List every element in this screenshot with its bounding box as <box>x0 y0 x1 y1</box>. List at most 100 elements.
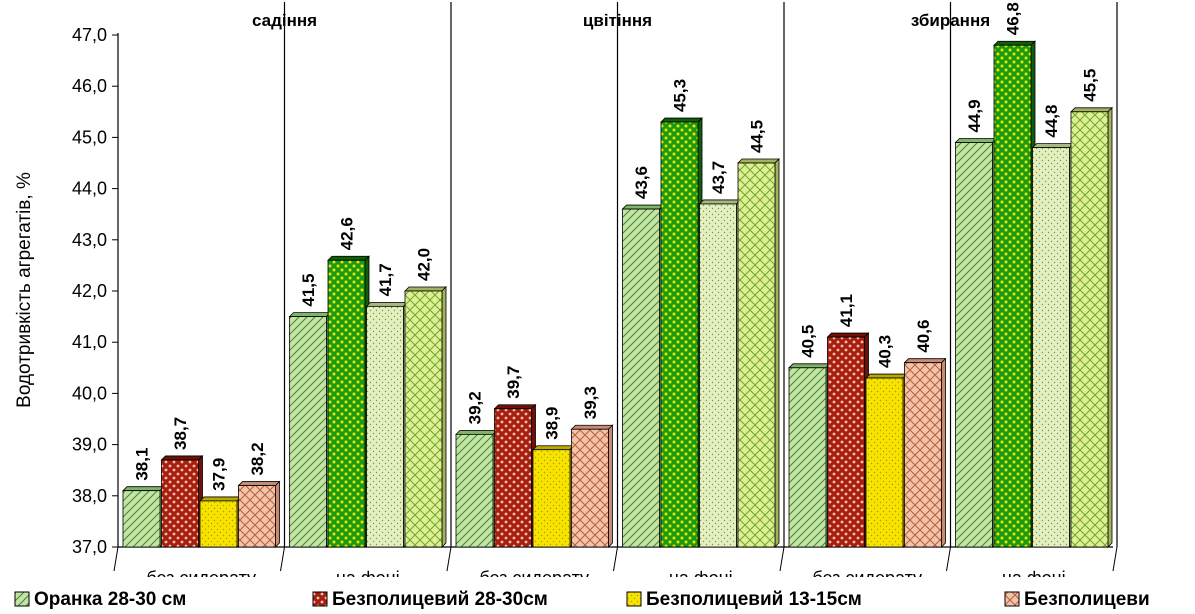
legend-entry: Безполицевий 28-30см <box>332 589 548 610</box>
x-tick-mark <box>946 546 951 572</box>
data-label: 42,0 <box>415 248 434 281</box>
bar-top <box>903 358 947 364</box>
phase-label: садіння <box>252 11 317 30</box>
bar-top <box>160 455 204 461</box>
bar <box>737 162 776 548</box>
bar <box>571 428 609 548</box>
bar-top <box>1031 143 1075 149</box>
data-label: 42,6 <box>338 217 357 250</box>
bar-side <box>608 424 613 548</box>
bar-top <box>532 445 575 451</box>
bar <box>788 367 827 548</box>
bar <box>660 121 699 548</box>
bar <box>404 290 443 548</box>
bar-top <box>621 204 665 210</box>
data-label: 40,3 <box>876 335 895 368</box>
data-label: 44,8 <box>1042 105 1061 138</box>
data-label: 41,5 <box>299 274 318 307</box>
bar <box>238 485 276 548</box>
bar-top <box>826 332 870 338</box>
legend-entry: Оранка 28-30 см <box>34 589 186 610</box>
data-label: 39,3 <box>581 386 600 419</box>
bar <box>622 208 660 548</box>
y-tick-label: 42,0 <box>72 281 107 301</box>
data-label: 43,6 <box>632 166 651 199</box>
bar <box>455 433 494 548</box>
y-tick-label: 45,0 <box>72 127 107 147</box>
data-label: 37,9 <box>210 458 229 491</box>
data-label: 45,5 <box>1081 69 1100 102</box>
bar-top <box>788 363 831 369</box>
bar-top <box>327 255 370 261</box>
bar-top <box>660 117 703 123</box>
data-label: 39,7 <box>504 366 523 399</box>
data-label: 43,7 <box>709 161 728 194</box>
bar-top <box>698 199 742 205</box>
y-tick-label: 44,0 <box>72 179 107 199</box>
bar-side <box>1107 106 1113 548</box>
bar-top <box>365 301 409 307</box>
data-label: 41,7 <box>376 263 395 296</box>
bar-top <box>865 373 908 379</box>
data-label: 38,9 <box>543 407 562 440</box>
bar <box>366 305 404 548</box>
bar-top <box>493 404 537 410</box>
bar <box>161 459 199 548</box>
x-tick-mark <box>113 546 119 572</box>
bar <box>494 408 532 548</box>
bar <box>827 336 865 548</box>
legend-entry: Безполицевий 13-15см <box>646 589 862 610</box>
x-tick-mark <box>779 546 785 572</box>
bar <box>955 142 993 548</box>
data-label: 44,9 <box>965 99 984 132</box>
legend-entry: Безполицеви <box>1024 589 1150 610</box>
bars <box>122 40 1113 548</box>
phase-label: цвітіння <box>583 11 652 30</box>
bar <box>289 316 327 548</box>
y-tick-label: 39,0 <box>72 435 107 455</box>
category-label-mask <box>0 577 1195 614</box>
data-label: 39,2 <box>466 391 485 424</box>
phase-labels: садіння цвітіння збирання <box>252 11 990 30</box>
y-tick-label: 37,0 <box>72 537 107 557</box>
bar <box>532 449 571 548</box>
y-tick-label: 41,0 <box>72 332 107 352</box>
legend-swatch <box>1004 591 1020 607</box>
bar <box>1070 111 1109 548</box>
legend-swatch <box>626 591 642 607</box>
bar-top <box>199 496 242 502</box>
data-labels: 38,1 38,7 37,9 38,2 41,5 42,6 41,7 42,0 39,2 39,7… <box>133 2 1100 491</box>
bar-top <box>1070 107 1113 113</box>
axes: 37,0 38,0 39,0 40,0 41,0 42,0 43,0 44,0 45,0 46,0… <box>72 25 1113 557</box>
data-label: 41,1 <box>837 294 856 327</box>
data-label: 45,3 <box>671 79 690 112</box>
bar-top <box>237 481 281 486</box>
bar-top <box>993 40 1036 46</box>
bar <box>199 500 238 548</box>
bar-top <box>288 312 332 318</box>
y-tick-label: 38,0 <box>72 486 107 506</box>
bar <box>865 377 904 548</box>
bar <box>699 203 737 548</box>
bar <box>327 259 366 548</box>
bar-top <box>122 486 165 492</box>
data-label: 44,5 <box>748 120 767 153</box>
bar-top <box>954 138 998 143</box>
data-label: 40,6 <box>914 320 933 353</box>
legend: Оранка 28-30 см Безполицевий 28-30см Безпо… <box>14 589 1150 610</box>
y-tick-label: 43,0 <box>72 230 107 250</box>
x-tick-mark <box>613 546 618 572</box>
category-labels: без сидератуна фонібез сидератуна фонібе… <box>0 568 1195 614</box>
phase-label: збирання <box>911 11 990 30</box>
bar <box>993 44 1032 548</box>
bar-side <box>941 357 946 548</box>
data-label: 38,7 <box>171 417 190 450</box>
bar <box>122 490 161 548</box>
data-label: 40,5 <box>799 325 818 358</box>
x-tick-mark <box>280 546 285 572</box>
y-tick-label: 40,0 <box>72 383 107 403</box>
category-separators <box>113 2 1118 572</box>
data-label: 38,1 <box>133 448 152 481</box>
bar-top <box>404 286 447 292</box>
